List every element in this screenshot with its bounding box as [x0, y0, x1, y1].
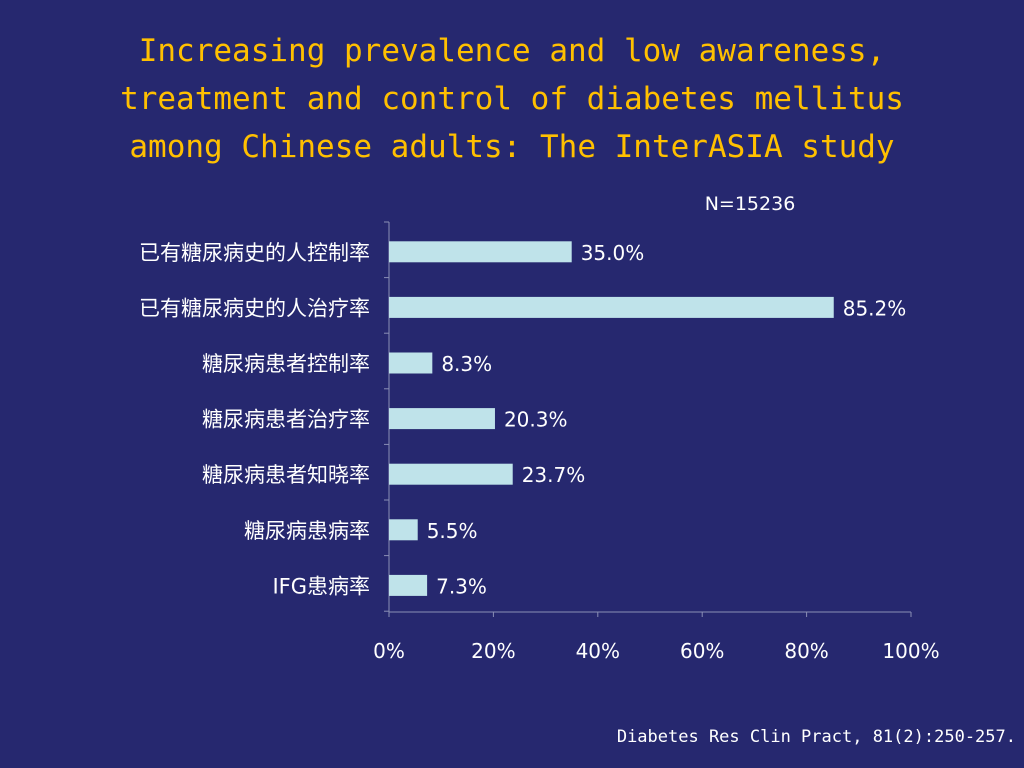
bar — [389, 296, 834, 318]
x-tick-label: 80% — [784, 639, 828, 663]
x-tick-label: 40% — [576, 639, 620, 663]
category-label: IFG患病率 — [272, 574, 370, 598]
bar — [389, 574, 428, 596]
bar — [389, 241, 572, 263]
bar-value-label: 7.3% — [436, 574, 487, 598]
bar — [389, 408, 495, 430]
category-label: 糖尿病患者治疗率 — [202, 408, 370, 432]
x-tick-label: 20% — [471, 639, 515, 663]
x-tick-label: 100% — [882, 639, 939, 663]
x-tick-label: 60% — [680, 639, 724, 663]
bar — [389, 352, 433, 374]
bar-value-label: 85.2% — [843, 296, 907, 320]
category-label: 糖尿病患病率 — [244, 519, 370, 543]
category-label: 糖尿病患者知晓率 — [202, 463, 370, 487]
bar-value-label: 20.3% — [504, 408, 568, 432]
bar-value-label: 23.7% — [522, 463, 586, 487]
bar — [389, 519, 418, 541]
bar — [389, 463, 513, 485]
category-label: 已有糖尿病史的人控制率 — [139, 241, 370, 265]
title-line-2: treatment and control of diabetes mellit… — [120, 81, 904, 117]
sample-size-label: N=15236 — [704, 193, 796, 215]
bar-value-label: 5.5% — [427, 519, 478, 543]
bar-value-label: 35.0% — [581, 241, 645, 265]
x-tick-label: 0% — [373, 639, 405, 663]
title-line-1: Increasing prevalence and low awareness, — [138, 33, 886, 69]
category-label: 已有糖尿病史的人治疗率 — [139, 296, 370, 320]
citation: Diabetes Res Clin Pract, 81(2):250-257. — [616, 727, 1016, 747]
bar-value-label: 8.3% — [441, 352, 492, 376]
title-line-3: among Chinese adults: The InterASIA stud… — [129, 129, 895, 165]
category-label: 糖尿病患者控制率 — [202, 352, 370, 376]
